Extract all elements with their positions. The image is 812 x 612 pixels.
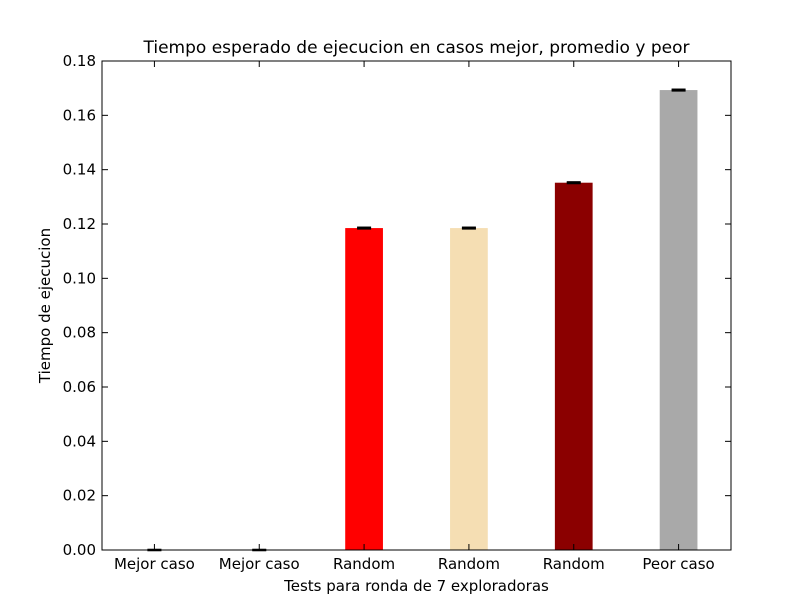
y-tick-label: 0.02 (63, 487, 96, 505)
x-tick-label: Random (438, 555, 500, 573)
y-tick-label: 0.16 (63, 106, 96, 124)
y-tick-label: 0.10 (63, 269, 96, 287)
y-tick-label: 0.18 (63, 52, 96, 70)
x-tick-label: Peor caso (642, 555, 714, 573)
y-tick-label: 0.14 (63, 161, 96, 179)
bar (659, 90, 698, 551)
bar (554, 182, 593, 550)
x-tick-label: Random (543, 555, 605, 573)
y-tick-label: 0.00 (63, 541, 96, 559)
bar (345, 228, 383, 550)
y-tick-label: 0.06 (63, 378, 96, 396)
x-tick-label: Mejor caso (114, 555, 195, 573)
x-axis-label: Tests para ronda de 7 exploradoras (283, 577, 549, 595)
x-tick-label: Mejor caso (219, 555, 300, 573)
y-tick-label: 0.12 (63, 215, 96, 233)
y-axis-label: Tiempo de ejecucion (36, 228, 54, 384)
y-tick-label: 0.04 (63, 432, 96, 450)
bar (450, 228, 488, 550)
x-tick-label: Random (333, 555, 395, 573)
y-tick-label: 0.08 (63, 324, 96, 342)
chart-title: Tiempo esperado de ejecucion en casos me… (143, 38, 690, 58)
plot-frame (101, 60, 732, 551)
